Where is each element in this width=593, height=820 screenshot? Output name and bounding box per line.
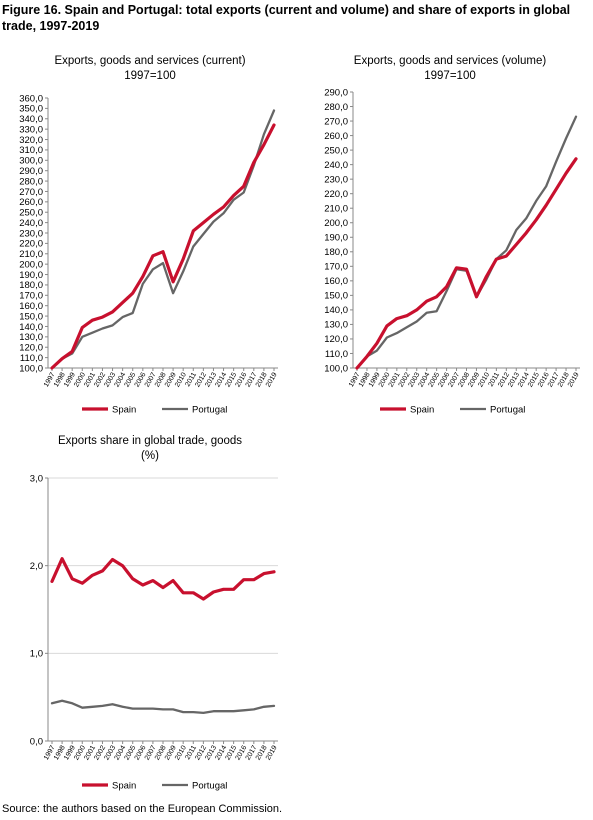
series-line-portugal bbox=[355, 115, 578, 370]
chart-subtitle: 1997=100 bbox=[124, 70, 176, 82]
line-chart-svg: 100,0110,0120,0130,0140,0150,0160,0170,0… bbox=[19, 93, 279, 416]
chart-title: Exports share in global trade, goods bbox=[57, 435, 243, 447]
plot-area: 100,0110,0120,0130,0140,0150,0160,0170,0… bbox=[19, 93, 279, 388]
y-tick-label: 350,0 bbox=[19, 104, 43, 115]
y-tick-label: 250,0 bbox=[324, 145, 348, 156]
chart-title: Exports, goods and services (volume) bbox=[353, 55, 547, 67]
y-tick-label: 270,0 bbox=[19, 187, 43, 198]
y-tick-label: 140,0 bbox=[19, 322, 43, 333]
series-line-spain bbox=[50, 557, 276, 601]
y-tick-label: 140,0 bbox=[324, 305, 348, 316]
series-line-spain bbox=[355, 157, 578, 370]
series-line-portugal bbox=[50, 109, 276, 370]
legend-label-spain: Spain bbox=[112, 405, 136, 416]
y-tick-label: 100,0 bbox=[19, 363, 43, 374]
y-tick-label: 160,0 bbox=[324, 276, 348, 287]
y-tick-label: 0,0 bbox=[30, 736, 43, 747]
y-tick-label: 110,0 bbox=[20, 353, 43, 364]
figure-title: Figure 16. Spain and Portugal: total exp… bbox=[2, 3, 571, 33]
y-tick-label: 290,0 bbox=[19, 166, 43, 177]
y-tick-label: 200,0 bbox=[19, 259, 43, 270]
y-tick-label: 2,0 bbox=[30, 561, 43, 572]
y-tick-label: 250,0 bbox=[19, 208, 43, 219]
chart-exports-share: Exports share in global trade, goods (%)… bbox=[0, 432, 300, 797]
y-tick-label: 220,0 bbox=[19, 239, 43, 250]
chart-title: Exports, goods and services (current) bbox=[54, 55, 246, 67]
legend: Spain Portugal bbox=[82, 405, 227, 416]
y-tick-label: 180,0 bbox=[324, 247, 348, 258]
chart-exports-volume: Exports, goods and services (volume) 199… bbox=[305, 52, 593, 422]
y-tick-label: 280,0 bbox=[19, 176, 43, 187]
y-tick-label: 130,0 bbox=[324, 320, 348, 331]
y-tick-label: 260,0 bbox=[324, 131, 348, 142]
y-tick-label: 200,0 bbox=[324, 218, 348, 229]
y-tick-label: 170,0 bbox=[19, 291, 43, 302]
y-tick-label: 110,0 bbox=[325, 349, 348, 360]
plot-area: 0,01,02,03,01997199819992000200120022003… bbox=[30, 473, 279, 761]
y-tick-label: 340,0 bbox=[19, 114, 43, 125]
legend-label-spain: Spain bbox=[410, 405, 434, 416]
y-tick-label: 1,0 bbox=[30, 649, 43, 660]
legend-label-portugal: Portugal bbox=[490, 405, 525, 416]
y-tick-label: 170,0 bbox=[324, 262, 348, 273]
x-tick-label: 2019 bbox=[265, 371, 279, 388]
line-chart-svg: 0,01,02,03,01997199819992000200120022003… bbox=[30, 473, 279, 792]
y-tick-label: 160,0 bbox=[19, 301, 43, 312]
legend: Spain Portugal bbox=[82, 781, 227, 792]
series-line-spain bbox=[50, 123, 276, 370]
y-tick-label: 230,0 bbox=[324, 174, 348, 185]
y-tick-label: 190,0 bbox=[19, 270, 43, 281]
line-chart-svg: 100,0 110,0 120,0 130,0 140,0 150,0 160,0 170,0… bbox=[324, 87, 581, 416]
y-tick-label: 290,0 bbox=[324, 87, 348, 98]
legend-label-spain: Spain bbox=[112, 781, 136, 792]
y-tick-label: 360,0 bbox=[19, 93, 43, 104]
y-tick-label: 130,0 bbox=[19, 332, 43, 343]
y-tick-label: 310,0 bbox=[19, 145, 43, 156]
y-tick-label: 210,0 bbox=[19, 249, 43, 260]
y-tick-label: 100,0 bbox=[324, 363, 348, 374]
chart-subtitle: (%) bbox=[141, 450, 159, 462]
y-tick-label: 120,0 bbox=[19, 343, 43, 354]
y-tick-label: 210,0 bbox=[324, 204, 348, 215]
y-tick-label: 330,0 bbox=[19, 124, 43, 135]
legend: Spain Portugal bbox=[380, 405, 525, 416]
chart-subtitle: 1997=100 bbox=[424, 70, 476, 82]
y-tick-label: 220,0 bbox=[324, 189, 348, 200]
y-tick-label: 150,0 bbox=[324, 291, 348, 302]
y-tick-label: 240,0 bbox=[324, 160, 348, 171]
y-tick-label: 190,0 bbox=[324, 233, 348, 244]
y-tick-label: 260,0 bbox=[19, 197, 43, 208]
y-tick-label: 180,0 bbox=[19, 280, 43, 291]
legend-label-portugal: Portugal bbox=[192, 781, 227, 792]
chart-exports-current: Exports, goods and services (current) 19… bbox=[0, 52, 300, 422]
y-tick-label: 230,0 bbox=[19, 228, 43, 239]
legend-label-portugal: Portugal bbox=[192, 405, 227, 416]
source-note: Source: the authors based on the Europea… bbox=[2, 803, 283, 815]
plot-area: 100,0 110,0 120,0 130,0 140,0 150,0 160,0 170,0… bbox=[324, 87, 581, 388]
y-tick-label: 240,0 bbox=[19, 218, 43, 229]
y-tick-label: 270,0 bbox=[324, 116, 348, 127]
series-line-portugal bbox=[50, 699, 276, 715]
y-tick-label: 150,0 bbox=[19, 311, 43, 322]
y-tick-label: 320,0 bbox=[19, 135, 43, 146]
y-tick-label: 120,0 bbox=[324, 334, 348, 345]
y-tick-label: 280,0 bbox=[324, 102, 348, 113]
y-tick-label: 3,0 bbox=[30, 473, 43, 484]
y-tick-label: 300,0 bbox=[19, 156, 43, 167]
x-tick-label: 2019 bbox=[265, 744, 279, 761]
